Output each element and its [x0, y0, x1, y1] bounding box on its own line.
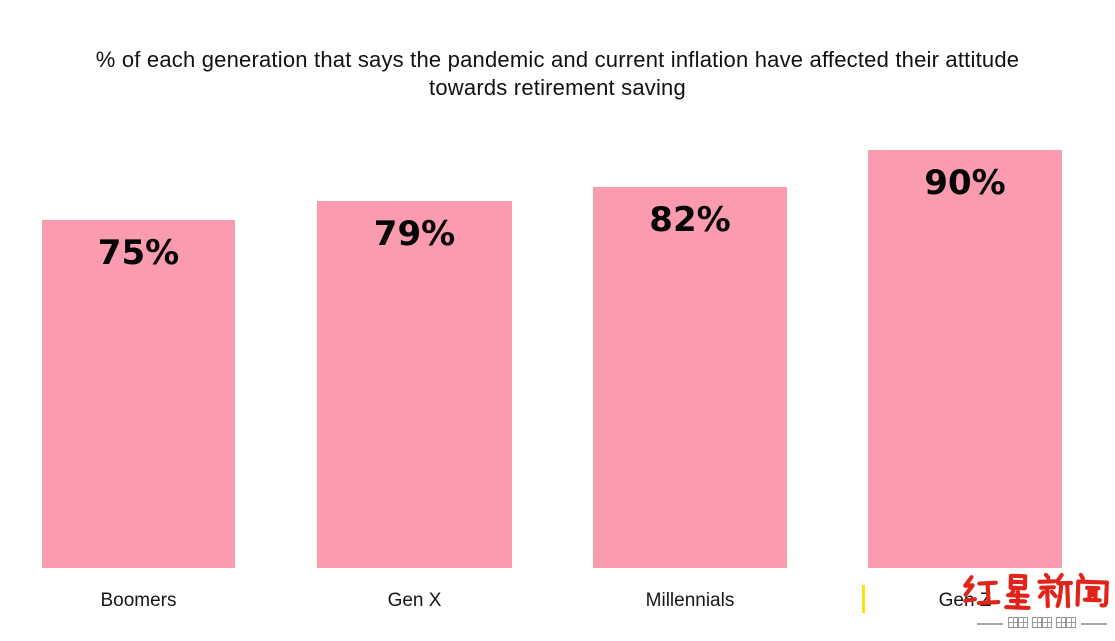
bar-value-label: 79%: [373, 214, 456, 254]
bar-value-label: 90%: [924, 163, 1006, 203]
chart-title-line1: % of each generation that says the pande…: [95, 47, 1020, 72]
watermark-yellow-cursor-bar: [862, 585, 865, 613]
bar-boomers: 75%: [42, 220, 235, 568]
chart-title: % of each generation that says the pande…: [0, 46, 1115, 102]
glyph-xing: [1004, 573, 1031, 610]
category-label-millennials: Millennials: [645, 590, 735, 611]
bar-gen-x: 79%: [317, 201, 512, 568]
category-label-boomers: Boomers: [100, 590, 177, 611]
chart-title-line2: towards retirement saving: [429, 75, 686, 100]
hongxing-news-logo-icon: [963, 572, 1109, 610]
glyph-xin: [1037, 572, 1074, 609]
bar-value-label: 75%: [97, 233, 180, 273]
glyph-hong: [963, 575, 1001, 606]
hongxing-news-watermark: [862, 571, 1115, 633]
bar-gen-z: 90%: [868, 150, 1062, 568]
bar-value-label: 82%: [649, 200, 731, 240]
tagline-text: [1008, 615, 1076, 633]
watermark-tagline: [977, 615, 1107, 633]
category-label-gen-x: Gen X: [387, 590, 442, 611]
glyph-wen: [1075, 572, 1109, 608]
tagline-dash-right: [1081, 623, 1107, 625]
tagline-dash-left: [977, 623, 1003, 625]
bar-millennials: 82%: [593, 187, 787, 568]
